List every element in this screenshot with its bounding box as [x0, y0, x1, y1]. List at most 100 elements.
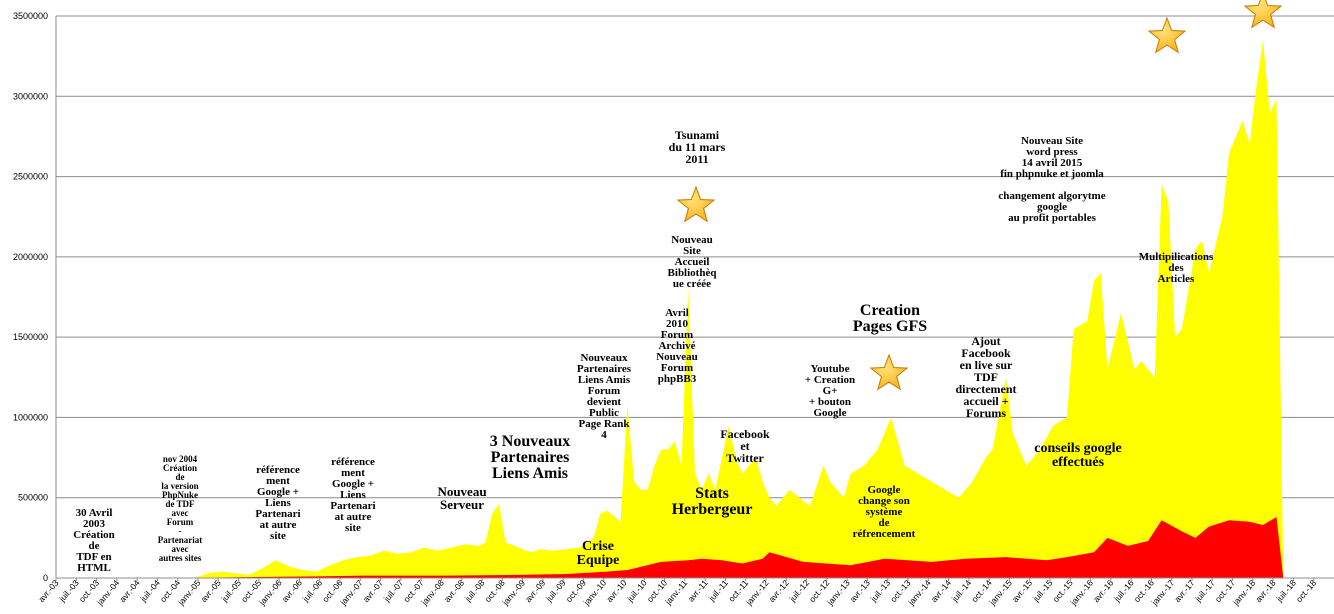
y-tick-label: 1000000	[13, 412, 48, 422]
annotation-line: de TDF	[165, 499, 195, 509]
annotation-line: Liens	[340, 489, 366, 501]
annotation-line: Pages GFS	[853, 318, 927, 335]
x-tick-label: avr.-11	[686, 578, 710, 604]
annotation-line: Nouveau	[437, 484, 486, 499]
annotation-line: site	[270, 530, 286, 542]
annotation-line: + bouton	[809, 396, 851, 408]
x-tick-label: juil.-18	[1274, 578, 1299, 605]
annotation-line: 2011	[685, 152, 708, 166]
annotation-line: Accueil	[675, 256, 710, 268]
x-tick-label: juil.-12	[787, 578, 812, 605]
annotation-line: 30 Avril	[76, 507, 113, 519]
annotation-line: change son	[858, 495, 910, 507]
x-tick-label: juil.-17	[1192, 578, 1217, 605]
annotation-line: site	[345, 522, 361, 534]
annotation-line: Forum	[661, 329, 693, 341]
annotation-line: Liens Amis	[492, 465, 568, 482]
x-tick-label: juil.-10	[624, 578, 649, 605]
x-tick-label: avr.-18	[1253, 578, 1278, 605]
annotation-line: 14 avril 2015	[1022, 157, 1083, 169]
x-tick-label: juil.-14	[949, 578, 974, 605]
annotation-line: avec	[172, 508, 189, 518]
annotation-line: 3 Nouveaux	[490, 433, 570, 450]
annotation-line: Site	[683, 245, 701, 257]
annotation-line: 4	[601, 429, 607, 441]
annotation-line: de	[176, 472, 185, 482]
annotation-line: Partenariat	[158, 535, 202, 545]
star-icon	[1243, 0, 1283, 29]
annotation-line: avec	[172, 544, 189, 554]
x-tick-label: oct.-18	[1294, 578, 1319, 605]
annotation-line: Articles	[1158, 273, 1195, 285]
star-icon	[869, 353, 909, 391]
annotation-line: Forum	[167, 517, 194, 527]
annotation-line: 2010	[666, 318, 689, 330]
annotation-line: Partenaires	[491, 449, 570, 466]
y-tick-label: 0	[43, 573, 48, 583]
star-icon	[676, 185, 716, 223]
x-tick-label: juil.-11	[706, 578, 730, 604]
annotation-line: Ajout	[971, 334, 1000, 348]
annotation-line: en live sur	[960, 358, 1013, 372]
annotation-line: Nouveau Site	[1021, 135, 1083, 147]
annotation-line: Serveur	[440, 497, 484, 512]
x-tick-label: avr.-09	[523, 578, 548, 605]
annotation-line: Forums	[966, 406, 1006, 420]
annotation-line: réfrencement	[853, 528, 916, 540]
x-tick-label: juil.-06	[300, 578, 325, 605]
x-tick-label: juil.-07	[381, 578, 406, 605]
y-tick-label: 2000000	[13, 252, 48, 262]
axes	[55, 16, 1334, 579]
x-tick-label: avr.-16	[1091, 578, 1116, 605]
x-tick-label: avr.-07	[361, 578, 386, 605]
x-tick-label: avr.-13	[848, 578, 873, 605]
y-tick-label: 2500000	[13, 172, 48, 182]
annotation-line: Partenari	[255, 508, 300, 520]
x-tick-label: avr.-05	[198, 578, 223, 605]
annotation-line: effectués	[1052, 455, 1105, 470]
annotation-line: référence	[331, 456, 375, 468]
annotation-line: Création	[73, 529, 115, 541]
annotation-line: directement	[955, 382, 1016, 396]
star-icon	[1147, 16, 1187, 54]
star-markers	[676, 0, 1283, 391]
annotation-line: autres sites	[159, 553, 202, 563]
annotation-line: + Creation	[805, 374, 855, 386]
annotation-line: google	[1037, 201, 1067, 213]
annotation-line: TDF en	[76, 551, 111, 563]
annotation-line: Archivé	[658, 340, 695, 352]
x-tick-label: juil.-15	[1030, 578, 1055, 605]
annotation-line: Page Rank	[578, 418, 630, 430]
annotation-line: Tsunami	[675, 128, 720, 142]
annotation-line: Equipe	[577, 553, 620, 568]
annotation-line: word press	[1026, 146, 1078, 158]
annotation-line: Création	[163, 463, 197, 473]
y-tick-label: 3000000	[13, 91, 48, 101]
annotation-line: de	[89, 540, 100, 552]
annotation-line: Google	[814, 407, 847, 419]
annotation-line: du 11 mars	[669, 140, 726, 154]
annotation-line: au profit portables	[1008, 212, 1097, 224]
x-tick-label: juil.-08	[462, 578, 487, 605]
annotation-line: HTML	[77, 562, 111, 574]
y-tick-label: 500000	[18, 493, 48, 503]
x-tick-label: juil.-04	[138, 578, 163, 605]
annotation-line: Forum	[661, 362, 693, 374]
annotation-line: Twitter	[726, 451, 764, 465]
annotation-line: des	[1168, 262, 1184, 274]
annotation-line: et	[740, 439, 749, 453]
annotation-line: Facebook	[961, 346, 1011, 360]
annotation-line: Multipilications	[1139, 251, 1214, 263]
annotation-line: devient	[587, 396, 622, 408]
annotation-line: Google +	[257, 486, 299, 498]
x-tick-label: juil.-03	[56, 578, 81, 605]
y-tick-labels: 0 500000 1000000 1500000 2000000 2500000 30000…	[13, 11, 48, 583]
annotation-line: système	[866, 506, 903, 518]
annotation-line: changement algorytme	[998, 190, 1105, 202]
annotation-line: Facebook	[720, 427, 770, 441]
annotation-line: nov 2004	[163, 454, 198, 464]
annotation-line: de	[879, 517, 890, 529]
annotation-line: Nouveau	[671, 234, 713, 246]
